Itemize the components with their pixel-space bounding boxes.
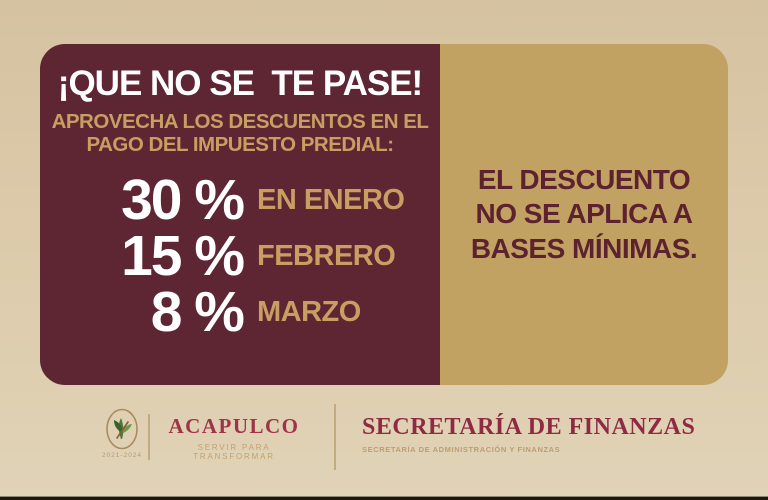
secretariat-block: SECRETARÍA DE FINANZAS SECRETARÍA DE ADM… <box>362 414 695 454</box>
notice-text: EL DESCUENTO NO SE APLICA A BASES MÍNIMA… <box>461 163 707 265</box>
acapulco-logo-block: ACAPULCO SERVIR PARA TRANSFORMAR <box>156 414 312 461</box>
discount-row-february: 15 % FEBRERO <box>75 224 440 289</box>
discount-percent-february: 15 % <box>121 224 245 289</box>
notice-line1: EL DESCUENTO <box>477 164 691 196</box>
bottom-edge-bar <box>0 496 768 500</box>
discount-list: 30 % EN ENERO 15 % FEBRERO 8 % MARZO <box>40 168 440 345</box>
discount-month-january: EN ENERO <box>257 184 405 217</box>
discount-percent-january: 30 % <box>121 168 245 233</box>
footer-divider-1 <box>148 414 150 460</box>
promo-subtitle: APROVECHA LOS DESCUENTOS EN EL PAGO DEL … <box>40 109 440 157</box>
discount-month-march: MARZO <box>257 296 361 329</box>
footer-divider-2 <box>334 404 336 470</box>
promo-card: ¡QUE NO SE TE PASE! APROVECHA LOS DESCUE… <box>40 44 728 385</box>
acapulco-slogan: SERVIR PARA TRANSFORMAR <box>193 443 275 461</box>
secretariat-title: SECRETARÍA DE FINANZAS <box>362 414 696 440</box>
discount-row-january: 30 % EN ENERO <box>75 168 440 233</box>
footer: 2021-2024 ACAPULCO SERVIR PARA TRANSFORM… <box>0 398 768 478</box>
notice-line2: NO SE APLICA A <box>475 198 693 230</box>
seal-years-label: 2021-2024 <box>101 452 143 459</box>
discount-month-february: FEBRERO <box>257 240 396 273</box>
discount-percent-march: 8 % <box>150 280 245 345</box>
acapulco-wordmark: ACAPULCO <box>168 414 300 438</box>
discounts-panel: ¡QUE NO SE TE PASE! APROVECHA LOS DESCUE… <box>40 44 440 385</box>
notice-panel: EL DESCUENTO NO SE APLICA A BASES MÍNIMA… <box>440 44 728 385</box>
notice-line3: BASES MÍNIMAS. <box>470 232 698 264</box>
acapulco-seal-icon <box>106 408 138 450</box>
promo-title: ¡QUE NO SE TE PASE! <box>57 64 423 103</box>
promo-subtitle-line1: APROVECHA LOS DESCUENTOS EN EL <box>51 109 429 133</box>
promo-subtitle-line2: PAGO DEL IMPUESTO PREDIAL: <box>86 132 394 156</box>
discount-row-march: 8 % MARZO <box>75 280 440 345</box>
secretariat-subtitle: SECRETARÍA DE ADMINISTRACIÓN Y FINANZAS <box>362 445 561 454</box>
